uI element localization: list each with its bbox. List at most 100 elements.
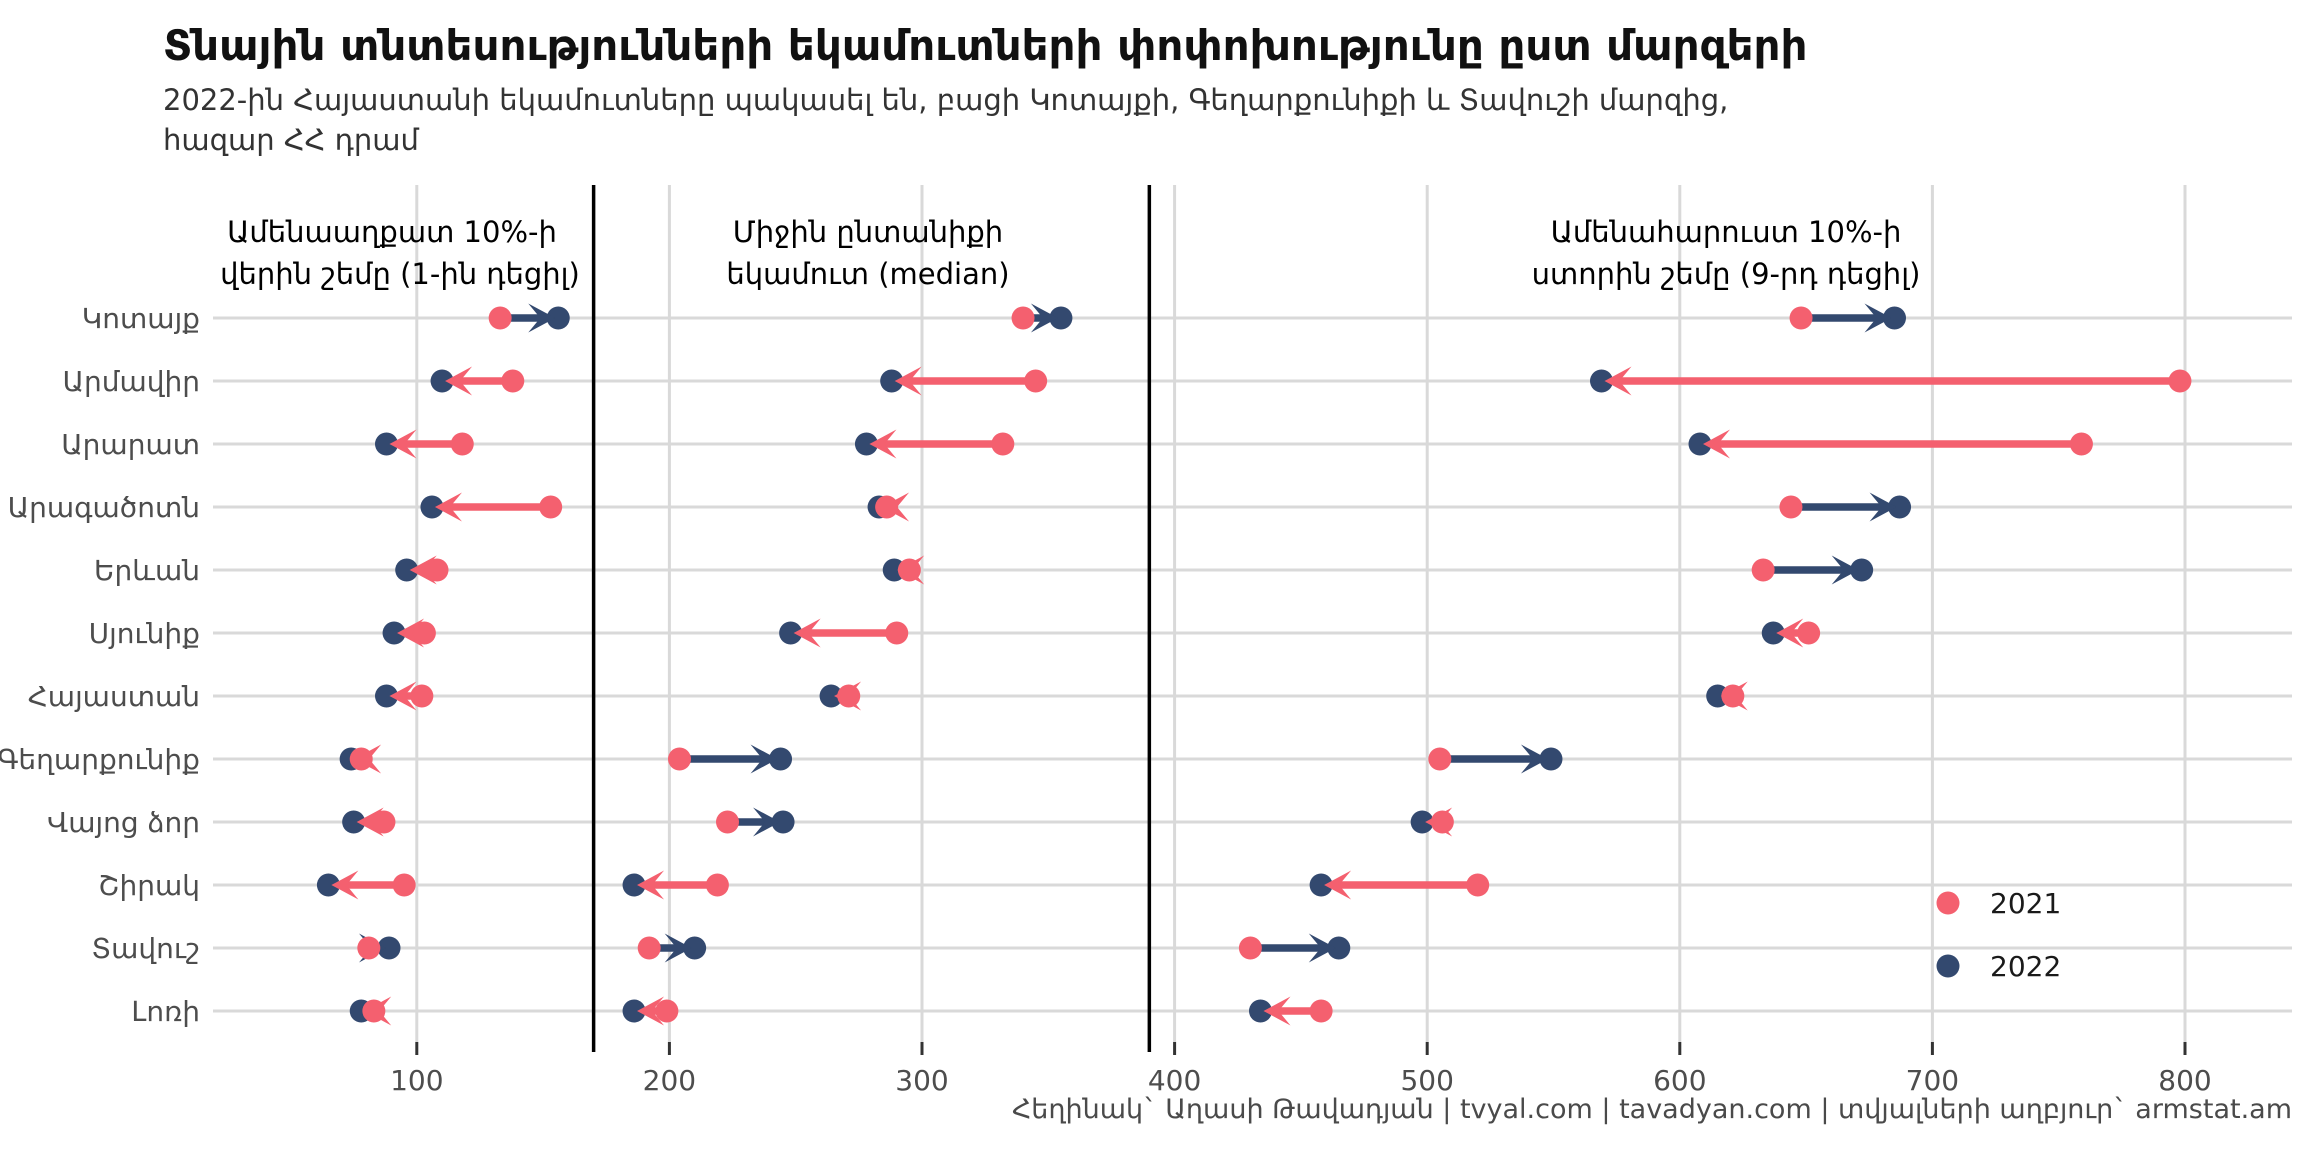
dumbbell bbox=[880, 366, 1048, 396]
change-arrow-head bbox=[637, 870, 665, 900]
dot-2022 bbox=[1883, 306, 1907, 330]
change-arrow-head bbox=[753, 807, 781, 837]
x-axis-tick-label: 100 bbox=[390, 1064, 443, 1097]
dot-2021 bbox=[1430, 810, 1454, 834]
dot-2022 bbox=[1888, 495, 1912, 519]
change-arrow-head bbox=[1703, 429, 1731, 459]
dot-2022 bbox=[342, 810, 366, 834]
dot-2022 bbox=[880, 369, 904, 393]
dot-2022 bbox=[374, 684, 398, 708]
x-axis: 100 200 300 400 500 600 700 800 bbox=[390, 1042, 2212, 1097]
dumbbell bbox=[779, 618, 909, 648]
dot-2022 bbox=[382, 621, 406, 645]
y-axis-label: Լոռի bbox=[131, 995, 200, 1028]
legend-label-2021: 2021 bbox=[1990, 887, 2061, 920]
dot-2021 bbox=[1024, 369, 1048, 393]
dumbbell bbox=[668, 744, 793, 774]
dot-2021 bbox=[488, 306, 512, 330]
y-axis-label: Արարատ bbox=[61, 428, 200, 461]
dot-2022 bbox=[1248, 999, 1272, 1023]
dot-2021 bbox=[1428, 747, 1452, 771]
change-arrow-head bbox=[664, 933, 692, 963]
change-arrow-head bbox=[1263, 996, 1291, 1026]
dumbbell bbox=[349, 996, 392, 1026]
dot-2022 bbox=[546, 306, 570, 330]
change-arrow-head bbox=[1324, 870, 1352, 900]
legend-label-2022: 2022 bbox=[1990, 950, 2061, 983]
change-arrow-head bbox=[1030, 303, 1058, 333]
facet2-header-line2: եկամուտ (median) bbox=[726, 257, 1009, 291]
y-axis-label: Հայաստան bbox=[28, 680, 200, 713]
change-arrow-head bbox=[894, 366, 922, 396]
change-arrow-head bbox=[389, 681, 417, 711]
y-axis-label: Տավուշ bbox=[91, 932, 200, 965]
dumbbell bbox=[1309, 870, 1490, 900]
change-arrow-head bbox=[528, 303, 556, 333]
x-axis-tick-label: 400 bbox=[1148, 1064, 1201, 1097]
change-arrow-head bbox=[793, 618, 821, 648]
dumbbell bbox=[395, 555, 449, 585]
dot-2022 bbox=[1850, 558, 1874, 582]
dot-2022 bbox=[395, 558, 419, 582]
dumbbell bbox=[715, 807, 795, 837]
dumbbell bbox=[374, 429, 474, 459]
dot-2022 bbox=[1049, 306, 1073, 330]
dot-2022 bbox=[769, 747, 793, 771]
change-arrow-head bbox=[331, 870, 359, 900]
rows-layer: Կոտայք Արմավիր Արարատ Արագածոտն Երևան Սյունիք… bbox=[0, 302, 200, 1028]
dot-2021 bbox=[349, 747, 373, 771]
chart-caption: Հեղինակ` Աղասի Թավադյան | tvyal.com | ta… bbox=[1012, 1094, 2292, 1125]
dumbbell bbox=[622, 870, 729, 900]
dumbbell bbox=[1761, 618, 1821, 648]
dot-2022 bbox=[1327, 936, 1351, 960]
dot-2021 bbox=[837, 684, 861, 708]
dumbbell bbox=[1410, 807, 1454, 837]
x-axis-tick-label: 500 bbox=[1400, 1064, 1453, 1097]
dot-2021 bbox=[450, 432, 474, 456]
change-arrow-head bbox=[1604, 366, 1632, 396]
dot-2022 bbox=[771, 810, 795, 834]
dumbbell bbox=[1688, 429, 2093, 459]
dot-2021 bbox=[655, 999, 679, 1023]
chart-title: Տնային տնտեսությունների եկամուտների փոփո… bbox=[163, 21, 1808, 70]
dot-2021 bbox=[410, 684, 434, 708]
dot-2022 bbox=[316, 873, 340, 897]
change-arrow-head bbox=[869, 429, 897, 459]
dot-2022 bbox=[622, 873, 646, 897]
dumbbell bbox=[1011, 303, 1073, 333]
dot-2021 bbox=[1011, 306, 1035, 330]
dumbbell-marks-layer bbox=[316, 303, 2192, 1026]
dot-2021 bbox=[875, 495, 899, 519]
dot-2021 bbox=[1238, 936, 1262, 960]
dumbbell bbox=[488, 303, 570, 333]
dot-2021 bbox=[1751, 558, 1775, 582]
dumbbell bbox=[430, 366, 525, 396]
dumbbell bbox=[637, 933, 707, 963]
chart-subtitle-line1: 2022-ին Հայաստանի եկամուտները պակասել են… bbox=[163, 83, 1728, 117]
dot-2022 bbox=[1761, 621, 1785, 645]
dot-2021 bbox=[1797, 621, 1821, 645]
facet3-header-line2: ստորին շեմը (9-րդ դեցիլ) bbox=[1532, 257, 1921, 291]
dot-2021 bbox=[885, 621, 909, 645]
dot-2021 bbox=[372, 810, 396, 834]
y-axis-label: Արագածոտն bbox=[8, 491, 200, 524]
y-axis-label: Կոտայք bbox=[82, 302, 200, 335]
change-arrow-head bbox=[434, 492, 462, 522]
dot-2022 bbox=[430, 369, 454, 393]
dot-2021 bbox=[715, 810, 739, 834]
dot-2022 bbox=[683, 936, 707, 960]
dumbbell bbox=[1751, 555, 1874, 585]
dot-2022 bbox=[1410, 810, 1434, 834]
dumbbell bbox=[374, 681, 434, 711]
change-arrow-head bbox=[1520, 744, 1548, 774]
facet3-header-line1: Ամենահարուստ 10%-ի bbox=[1551, 215, 1902, 249]
change-arrow-head bbox=[389, 429, 417, 459]
change-arrow-head bbox=[1869, 492, 1897, 522]
y-axis-label: Արմավիր bbox=[63, 365, 200, 398]
dot-2021 bbox=[2168, 369, 2192, 393]
dot-2022 bbox=[779, 621, 803, 645]
dumbbell bbox=[819, 681, 862, 711]
dot-2021 bbox=[637, 936, 661, 960]
y-axis-label: Երևան bbox=[94, 554, 200, 587]
